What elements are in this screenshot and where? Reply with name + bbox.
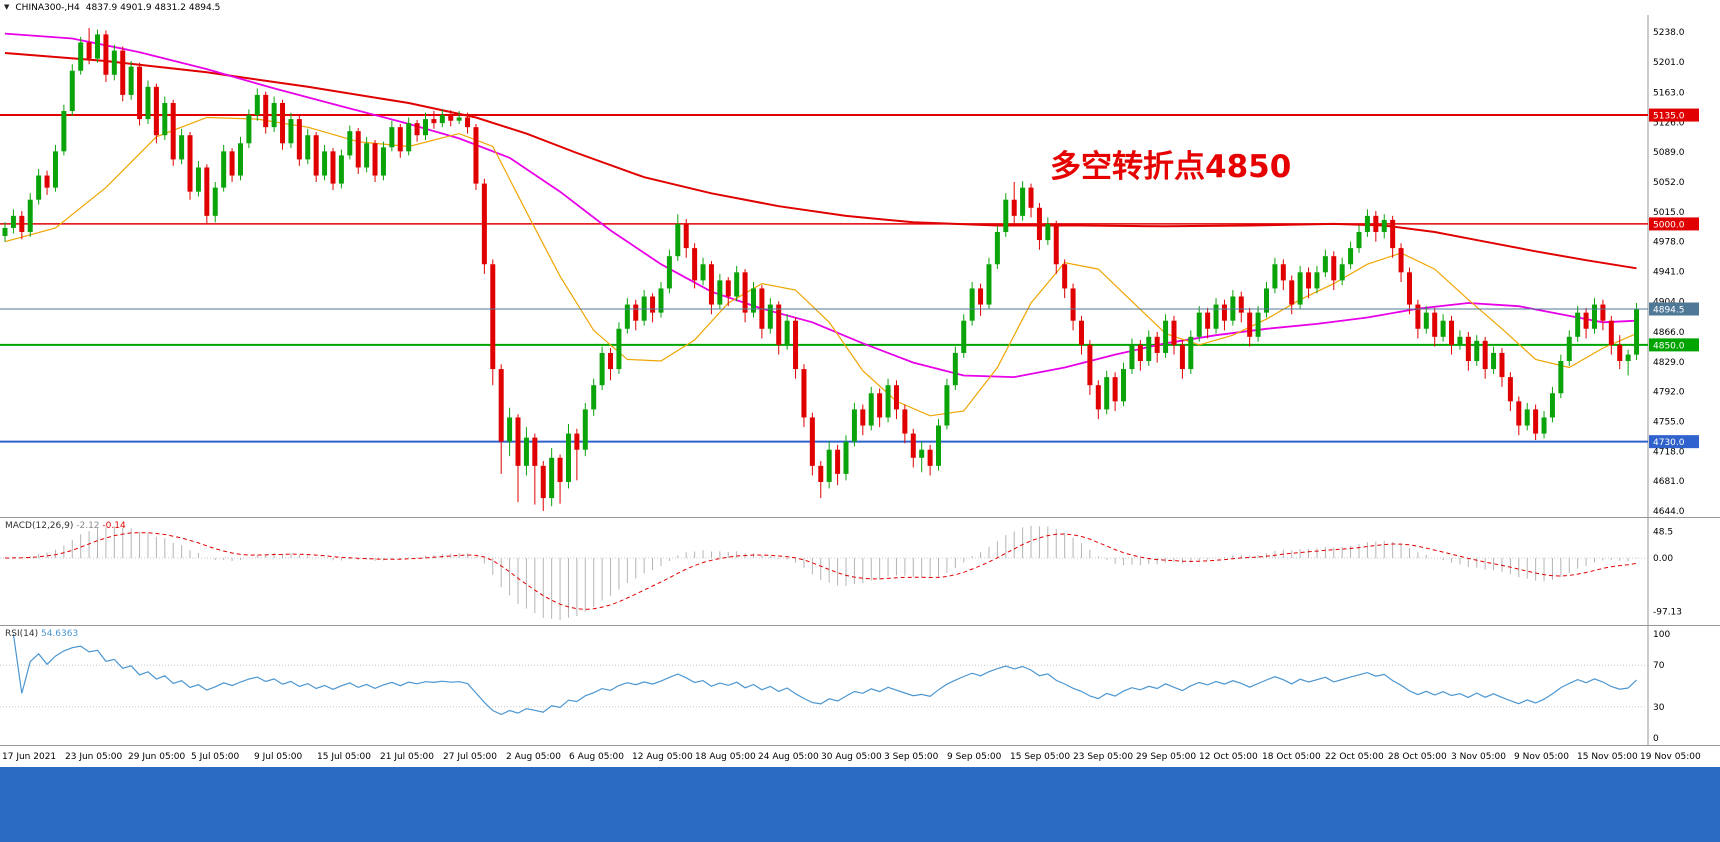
slow-ma-line: [4, 52, 1637, 270]
rsi-line: [12, 633, 1637, 716]
svg-text:100: 100: [1653, 630, 1670, 640]
time-label: 29 Jun 05:00: [128, 752, 186, 762]
macd-panel[interactable]: 48.5 0.00 -97.13 MACD(12,26,9) -2.12 -0.14: [0, 517, 1720, 626]
svg-text:5201.0: 5201.0: [1653, 58, 1685, 68]
svg-text:-97.13: -97.13: [1653, 607, 1682, 617]
svg-text:4792.0: 4792.0: [1653, 388, 1685, 398]
svg-text:4644.0: 4644.0: [1653, 507, 1685, 517]
main-chart-canvas[interactable]: 5238.0 5201.0 5163.0 5126.0 5089.0 5052.0 5015…: [0, 15, 1720, 517]
svg-text:5135.0: 5135.0: [1653, 112, 1685, 122]
time-label: 15 Nov 05:00: [1577, 752, 1638, 762]
time-label: 3 Nov 05:00: [1451, 752, 1506, 762]
time-label: 21 Jul 05:00: [380, 752, 434, 762]
chart-header: ▼ CHINA300-,H4 4837.9 4901.9 4831.2 4894…: [0, 0, 1720, 15]
time-label: 24 Aug 05:00: [758, 752, 819, 762]
svg-text:5052.0: 5052.0: [1653, 178, 1685, 188]
time-label: 15 Sep 05:00: [1010, 752, 1071, 762]
time-label: 18 Aug 05:00: [695, 752, 756, 762]
fast-ma-line: [4, 116, 1637, 417]
time-label: 19 Nov 05:00: [1640, 752, 1701, 762]
svg-text:4755.0: 4755.0: [1653, 417, 1685, 427]
svg-text:4730.0: 4730.0: [1653, 438, 1685, 448]
svg-text:4904.0: 4904.0: [1653, 297, 1685, 307]
macd-canvas[interactable]: 48.5 0.00 -97.13: [0, 518, 1720, 626]
time-label: 22 Oct 05:00: [1325, 752, 1384, 762]
macd-name: MACD(12,26,9): [5, 521, 74, 531]
time-label: 12 Aug 05:00: [632, 752, 693, 762]
svg-text:4681.0: 4681.0: [1653, 477, 1685, 487]
rsi-name: RSI(14): [5, 629, 39, 639]
footer-bar: [0, 767, 1720, 842]
svg-text:48.5: 48.5: [1653, 527, 1673, 537]
symbol-timeframe-label: CHINA300-,H4: [15, 2, 80, 13]
time-label: 9 Jul 05:00: [254, 752, 303, 762]
svg-text:5163.0: 5163.0: [1653, 88, 1685, 98]
macd-signal-line: [4, 532, 1637, 610]
time-label: 30 Aug 05:00: [821, 752, 882, 762]
svg-text:4894.5: 4894.5: [1653, 305, 1685, 315]
svg-text:4978.0: 4978.0: [1653, 238, 1685, 248]
svg-text:5126.0: 5126.0: [1653, 118, 1685, 128]
time-label: 29 Sep 05:00: [1136, 752, 1197, 762]
time-label: 5 Jul 05:00: [191, 752, 240, 762]
rsi-label: RSI(14) 54.6363: [5, 629, 78, 639]
time-label: 9 Sep 05:00: [947, 752, 1002, 762]
time-label: 3 Sep 05:00: [884, 752, 939, 762]
svg-text:30: 30: [1653, 703, 1665, 713]
time-label: 27 Jul 05:00: [443, 752, 497, 762]
rsi-value: 54.6363: [40, 629, 79, 639]
svg-text:4829.0: 4829.0: [1653, 358, 1685, 368]
svg-text:5089.0: 5089.0: [1653, 148, 1685, 158]
time-axis[interactable]: 17 Jun 2021 23 Jun 05:00 29 Jun 05:00 5 Jul…: [0, 745, 1720, 767]
svg-text:4866.0: 4866.0: [1653, 328, 1685, 338]
time-label: 28 Oct 05:00: [1388, 752, 1447, 762]
time-label: 23 Jun 05:00: [65, 752, 123, 762]
chart-annotation: 多空转折点4850: [1050, 149, 1292, 185]
svg-text:5015.0: 5015.0: [1653, 208, 1685, 218]
candles: [2, 27, 1640, 512]
svg-text:4718.0: 4718.0: [1653, 447, 1685, 457]
time-label: 15 Jul 05:00: [317, 752, 371, 762]
main-chart-panel[interactable]: 5238.0 5201.0 5163.0 5126.0 5089.0 5052.0 5015…: [0, 15, 1720, 517]
rsi-canvas[interactable]: 100 70 30 0: [0, 626, 1720, 746]
time-label: 12 Oct 05:00: [1199, 752, 1258, 762]
svg-text:5238.0: 5238.0: [1653, 28, 1685, 38]
macd-main-value: -2.12: [76, 521, 100, 531]
svg-text:4850.0: 4850.0: [1653, 341, 1685, 351]
ohlc-values: 4837.9 4901.9 4831.2 4894.5: [85, 2, 221, 13]
svg-text:70: 70: [1653, 661, 1665, 671]
macd-signal-value: -0.14: [102, 521, 126, 531]
time-label: 9 Nov 05:00: [1514, 752, 1569, 762]
svg-text:0: 0: [1653, 734, 1659, 744]
svg-text:5000.0: 5000.0: [1653, 220, 1685, 230]
time-label: 18 Oct 05:00: [1262, 752, 1321, 762]
rsi-panel[interactable]: 100 70 30 0 RSI(14) 54.6363: [0, 625, 1720, 746]
symbol-dropdown-icon[interactable]: ▼: [4, 3, 10, 11]
time-label: 2 Aug 05:00: [506, 752, 561, 762]
time-label: 6 Aug 05:00: [569, 752, 624, 762]
svg-text:0.00: 0.00: [1653, 554, 1673, 564]
svg-text:4941.0: 4941.0: [1653, 268, 1685, 278]
macd-histogram: [12, 525, 1638, 621]
time-label: 23 Sep 05:00: [1073, 752, 1134, 762]
macd-label: MACD(12,26,9) -2.12 -0.14: [5, 521, 126, 531]
mid-ma-line: [4, 32, 1637, 379]
time-label: 17 Jun 2021: [2, 752, 57, 762]
